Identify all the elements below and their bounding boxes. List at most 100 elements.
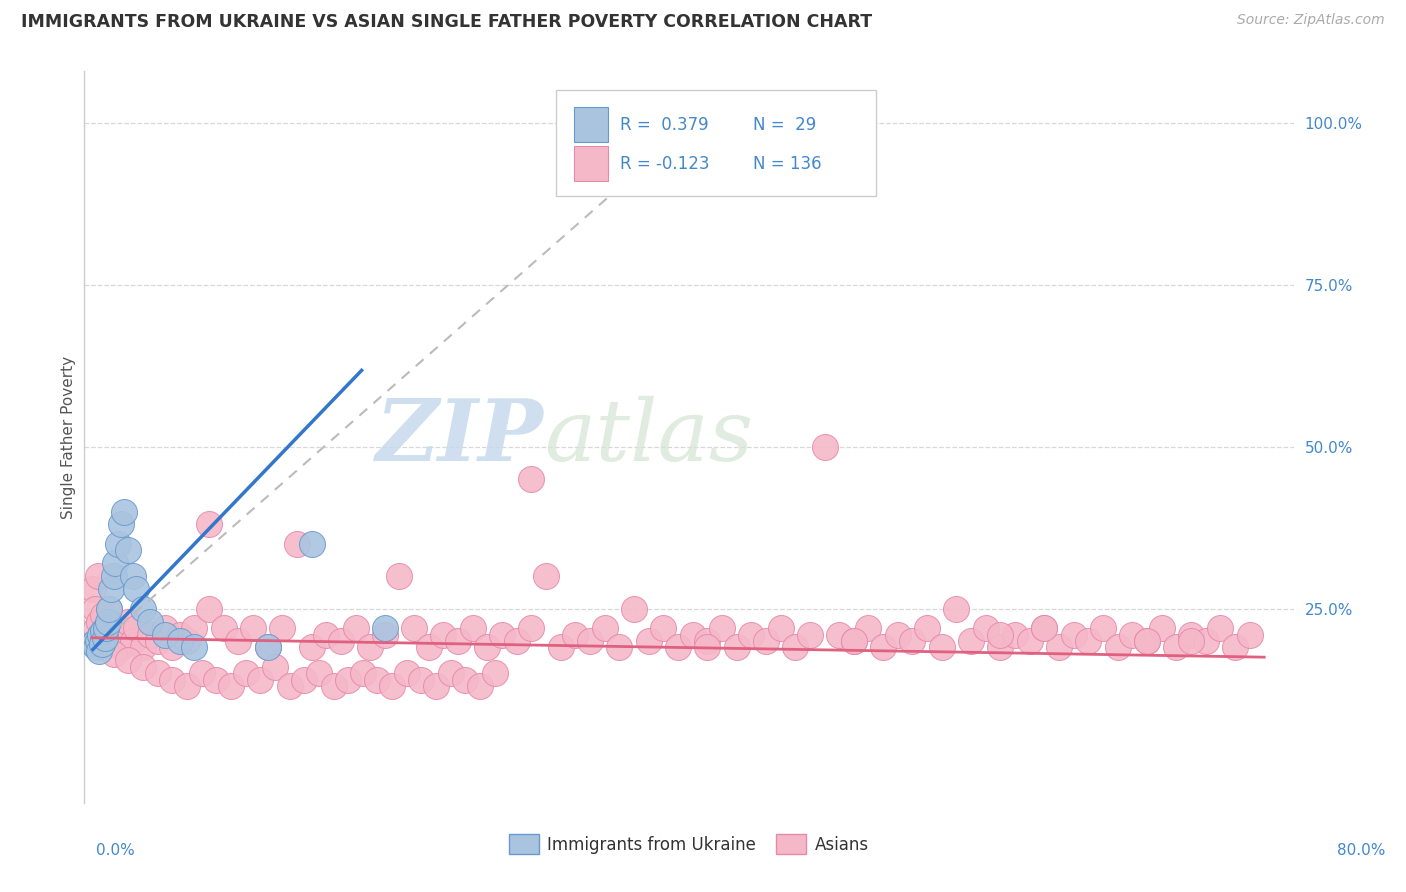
- Text: R = -0.123: R = -0.123: [620, 154, 710, 172]
- Point: [1033, 621, 1056, 635]
- Point: [374, 621, 396, 635]
- Point: [447, 634, 470, 648]
- Point: [98, 601, 121, 615]
- Point: [110, 640, 132, 655]
- Point: [915, 621, 938, 635]
- Point: [86, 634, 108, 648]
- Point: [337, 673, 360, 687]
- Point: [506, 634, 529, 648]
- Point: [94, 634, 117, 648]
- Point: [682, 627, 704, 641]
- Point: [82, 582, 104, 597]
- Point: [235, 666, 257, 681]
- Point: [1194, 634, 1216, 648]
- Point: [637, 634, 659, 648]
- Point: [842, 634, 865, 648]
- Point: [468, 679, 491, 693]
- Point: [696, 634, 718, 648]
- Point: [1018, 634, 1040, 648]
- Point: [696, 640, 718, 655]
- Point: [146, 634, 169, 648]
- Point: [813, 440, 835, 454]
- Point: [579, 634, 602, 648]
- Point: [623, 601, 645, 615]
- Point: [162, 673, 184, 687]
- Legend: Immigrants from Ukraine, Asians: Immigrants from Ukraine, Asians: [502, 828, 876, 860]
- Point: [86, 634, 108, 648]
- Text: IMMIGRANTS FROM UKRAINE VS ASIAN SINGLE FATHER POVERTY CORRELATION CHART: IMMIGRANTS FROM UKRAINE VS ASIAN SINGLE …: [21, 13, 872, 31]
- Point: [132, 601, 155, 615]
- Point: [226, 634, 249, 648]
- Point: [740, 627, 762, 641]
- Point: [107, 537, 129, 551]
- Point: [828, 627, 851, 641]
- Point: [139, 627, 162, 641]
- Point: [117, 543, 139, 558]
- Text: Source: ZipAtlas.com: Source: ZipAtlas.com: [1237, 13, 1385, 28]
- Point: [666, 640, 689, 655]
- Point: [121, 569, 143, 583]
- Point: [607, 640, 630, 655]
- Point: [190, 666, 212, 681]
- Point: [322, 679, 344, 693]
- Point: [86, 569, 108, 583]
- Point: [418, 640, 440, 655]
- Point: [132, 660, 155, 674]
- Point: [278, 679, 301, 693]
- Point: [1166, 640, 1188, 655]
- Point: [84, 621, 107, 635]
- Point: [112, 627, 135, 641]
- Point: [301, 537, 323, 551]
- Text: N = 136: N = 136: [754, 154, 821, 172]
- Point: [103, 647, 125, 661]
- Point: [432, 627, 454, 641]
- Point: [107, 621, 129, 635]
- Point: [117, 653, 139, 667]
- Point: [176, 679, 198, 693]
- Point: [153, 627, 176, 641]
- Point: [285, 537, 308, 551]
- Point: [212, 621, 235, 635]
- Point: [388, 569, 411, 583]
- Point: [960, 634, 983, 648]
- Point: [484, 666, 506, 681]
- Point: [1107, 640, 1129, 655]
- Point: [945, 601, 967, 615]
- Point: [769, 621, 792, 635]
- Point: [198, 601, 221, 615]
- Point: [931, 640, 953, 655]
- Point: [139, 615, 162, 629]
- Point: [1063, 627, 1085, 641]
- Point: [103, 634, 125, 648]
- Point: [564, 627, 586, 641]
- Point: [652, 621, 675, 635]
- Point: [183, 621, 205, 635]
- Point: [89, 627, 111, 641]
- Point: [593, 621, 616, 635]
- Point: [121, 634, 143, 648]
- Point: [146, 666, 169, 681]
- Point: [799, 627, 821, 641]
- Point: [117, 615, 139, 629]
- Point: [887, 627, 910, 641]
- Point: [97, 615, 120, 629]
- Point: [242, 621, 264, 635]
- Text: 80.0%: 80.0%: [1337, 843, 1385, 858]
- Point: [858, 621, 880, 635]
- Point: [1136, 634, 1159, 648]
- FancyBboxPatch shape: [574, 107, 607, 143]
- Point: [132, 640, 155, 655]
- Point: [411, 673, 433, 687]
- Point: [374, 627, 396, 641]
- Text: R =  0.379: R = 0.379: [620, 116, 709, 134]
- Point: [550, 640, 572, 655]
- Point: [344, 621, 367, 635]
- Point: [124, 621, 146, 635]
- FancyBboxPatch shape: [555, 90, 876, 195]
- Point: [91, 637, 114, 651]
- Point: [96, 621, 118, 635]
- Point: [219, 679, 242, 693]
- Point: [425, 679, 447, 693]
- Point: [98, 601, 121, 615]
- Text: 0.0%: 0.0%: [96, 843, 135, 858]
